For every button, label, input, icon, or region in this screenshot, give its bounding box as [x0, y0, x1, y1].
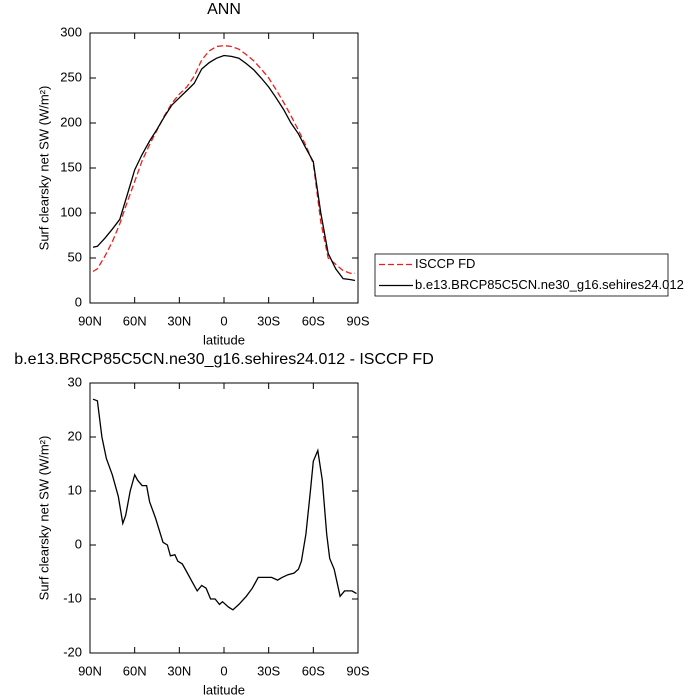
data-line	[92, 398, 357, 611]
x-tick-label: 30N	[167, 313, 191, 328]
y-tick-label: -20	[63, 644, 82, 659]
legend-box	[374, 253, 669, 297]
x-tick-label: 90S	[346, 313, 369, 328]
x-axis-label: latitude	[203, 332, 245, 347]
y-axis-label: Surf clearsky net SW (W/m²)	[36, 86, 51, 251]
y-tick-label: 100	[60, 204, 82, 219]
chart-title: b.e13.BRCP85C5CN.ne30_g16.sehires24.012 …	[14, 351, 434, 368]
plot-frame	[89, 382, 359, 654]
x-tick-label: 90N	[78, 663, 102, 678]
y-axis-label: Surf clearsky net SW (W/m²)	[36, 436, 51, 601]
plot-frame	[89, 32, 359, 304]
x-tick-label: 0	[220, 663, 227, 678]
x-tick-label: 90N	[78, 313, 102, 328]
x-tick-label: 60N	[123, 313, 147, 328]
data-line	[92, 54, 356, 282]
y-tick-label: -10	[63, 590, 82, 605]
y-tick-label: 0	[75, 294, 82, 309]
x-tick-label: 60S	[302, 313, 325, 328]
legend-label: b.e13.BRCP85C5CN.ne30_g16.sehires24.012	[415, 277, 684, 292]
y-tick-label: 30	[68, 374, 82, 389]
x-tick-label: 30S	[257, 663, 280, 678]
chart-title: ANN	[207, 1, 241, 18]
x-axis-label: latitude	[203, 682, 245, 697]
y-tick-label: 50	[68, 249, 82, 264]
x-tick-label: 30N	[167, 663, 191, 678]
y-tick-label: 20	[68, 428, 82, 443]
data-line	[92, 44, 355, 274]
x-tick-label: 0	[220, 313, 227, 328]
y-tick-label: 250	[60, 69, 82, 84]
y-tick-label: 0	[75, 536, 82, 551]
y-tick-label: 10	[68, 482, 82, 497]
legend-label: ISCCP FD	[415, 256, 475, 271]
x-tick-label: 30S	[257, 313, 280, 328]
y-tick-label: 300	[60, 24, 82, 39]
x-tick-label: 90S	[346, 663, 369, 678]
x-tick-label: 60S	[302, 663, 325, 678]
y-tick-label: 200	[60, 114, 82, 129]
x-tick-label: 60N	[123, 663, 147, 678]
y-tick-label: 150	[60, 159, 82, 174]
